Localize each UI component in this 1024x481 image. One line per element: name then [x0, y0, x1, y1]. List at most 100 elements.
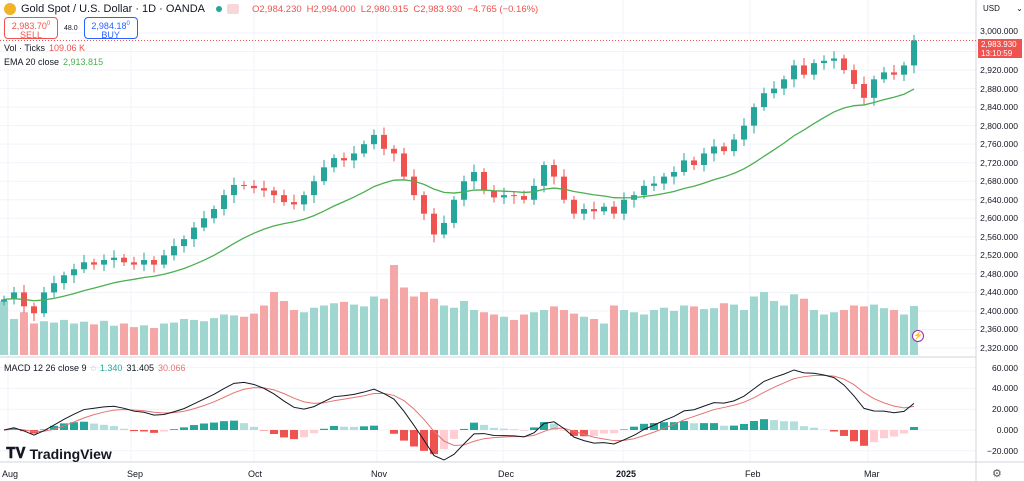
macd-histogram-bar [290, 430, 298, 440]
macd-histogram-bar [430, 430, 438, 455]
volume-bar [270, 292, 278, 355]
candle-body [781, 79, 787, 89]
menu-icon[interactable] [227, 4, 239, 14]
candle-body [591, 209, 597, 212]
flash-event-icon[interactable]: ⚡ [912, 330, 924, 342]
candle-body [551, 165, 557, 177]
volume-bar [850, 305, 858, 355]
tv-logo-icon: 𝐓𝐕 [6, 445, 26, 462]
macd-settings-icon[interactable]: ◌ [90, 363, 96, 373]
vol-value: 109.06 K [49, 43, 86, 53]
tradingview-logo[interactable]: 𝐓𝐕 TradingView [6, 445, 112, 462]
macd-histogram-bar [570, 430, 578, 436]
volume-bar [680, 305, 688, 355]
sell-button[interactable]: 2,983.700 SELL [4, 17, 58, 40]
candle-body [541, 165, 547, 186]
macd-histogram-bar [250, 426, 258, 430]
volume-bar [330, 303, 338, 355]
candle-body [101, 259, 107, 265]
ema-legend[interactable]: EMA 20 close 2,913.815 [4, 57, 103, 67]
candle-body [61, 275, 67, 284]
macd-histogram-bar [860, 430, 868, 446]
macd-histogram-bar [630, 426, 638, 430]
settings-gear-icon[interactable]: ⚙ [992, 468, 1002, 480]
volume-bar [560, 310, 568, 355]
macd-histogram-bar [340, 426, 348, 430]
candle-body [271, 190, 277, 196]
macd-histogram-bar [50, 425, 58, 430]
volume-bar [110, 325, 118, 355]
candle-body [811, 63, 817, 75]
candle-body [671, 171, 677, 177]
macd-hist-value: 1.340 [99, 363, 123, 373]
sell-price-sup: 0 [46, 21, 51, 27]
volume-bar [480, 312, 488, 355]
volume-bar [160, 323, 168, 355]
volume-legend[interactable]: Vol · Ticks 109.06 K [4, 43, 85, 53]
candle-body [361, 144, 367, 154]
candle-body [571, 199, 577, 214]
macd-histogram-bar [370, 425, 378, 430]
candle-body [471, 171, 477, 182]
volume-bar [630, 312, 638, 355]
volume-bar [210, 318, 218, 355]
market-status-icon [216, 6, 222, 12]
candle-body [241, 184, 247, 186]
sell-label: SELL [19, 30, 43, 40]
candle-body [261, 188, 267, 191]
symbol-title[interactable]: Gold Spot / U.S. Dollar · 1D · OANDA [21, 3, 205, 15]
candle-body [601, 206, 607, 212]
volume-bar [760, 292, 768, 355]
volume-bar [280, 301, 288, 355]
candle-body [401, 153, 407, 177]
macd-histogram-bar [720, 425, 728, 430]
macd-histogram-bar [120, 428, 128, 430]
volume-bar [0, 301, 8, 355]
macd-histogram-bar [780, 421, 788, 430]
date-label: Dec [498, 469, 515, 479]
candle-body [481, 171, 487, 191]
macd-histogram-bar [850, 430, 858, 442]
volume-bar [370, 296, 378, 355]
volume-bar [770, 301, 778, 355]
buy-button[interactable]: 2,984.180 BUY [83, 17, 138, 40]
macd-histogram-bar [510, 429, 518, 430]
volume-bar [590, 319, 598, 355]
currency-selector[interactable]: USD ⌄ [983, 4, 1023, 13]
candle-body [501, 195, 507, 198]
candle-body [721, 146, 727, 152]
volume-bar [240, 316, 248, 355]
candle-body [171, 246, 177, 256]
candle-body [221, 195, 227, 210]
candle-body [161, 255, 167, 265]
candle-body [321, 167, 327, 182]
candle-body [451, 199, 457, 223]
macd-histogram-bar [230, 420, 238, 430]
volume-bar [410, 296, 418, 355]
symbol-legend: Gold Spot / U.S. Dollar · 1D · OANDA O2,… [4, 3, 538, 15]
volume-bar [570, 313, 578, 355]
candle-body [201, 218, 207, 228]
volume-bar [130, 327, 138, 355]
volume-bar [60, 319, 68, 355]
currency-label: USD [983, 4, 1000, 13]
vol-label: Vol · Ticks [4, 43, 46, 53]
candle-body [51, 283, 57, 293]
candle-body [731, 139, 737, 152]
price-tick-label: 2,320.000 [980, 343, 1018, 353]
volume-bar [300, 312, 308, 355]
macd-histogram-bar [610, 430, 618, 434]
candle-body [561, 176, 567, 200]
volume-bar [750, 296, 758, 355]
macd-histogram-bar [760, 419, 768, 430]
macd-histogram-bar [750, 421, 758, 430]
macd-histogram-bar [350, 426, 358, 430]
buy-price: 2,984.18 [91, 21, 127, 31]
volume-bar [20, 312, 28, 355]
volume-bar [840, 310, 848, 355]
volume-bar [470, 310, 478, 355]
volume-bar [30, 323, 38, 355]
candle-body [191, 227, 197, 240]
macd-legend[interactable]: MACD 12 26 close 9 ◌ 1.340 31.405 30.066 [4, 363, 186, 373]
